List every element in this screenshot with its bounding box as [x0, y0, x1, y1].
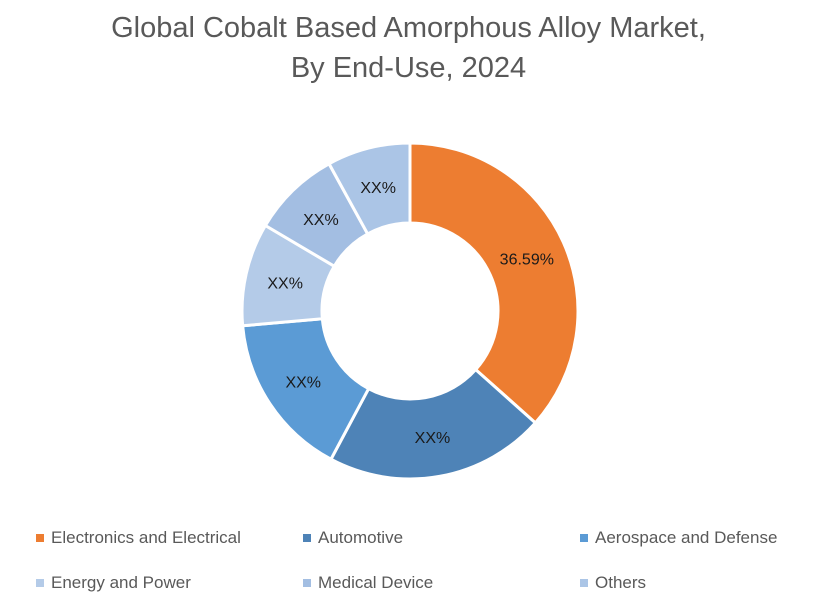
data-label: 36.59% — [500, 252, 554, 269]
data-label: XX% — [303, 212, 339, 229]
chart-subtitle: By End-Use, 2024 — [290, 52, 527, 84]
donut-slice-electronics-and-electrical — [408, 141, 580, 425]
data-label: XX% — [415, 430, 451, 447]
chart-title: Global Cobalt Based Amorphous Alloy Mark… — [0, 8, 817, 88]
donut-slice-others — [327, 141, 412, 236]
data-label: XX% — [360, 180, 396, 197]
donut-slice-automotive — [328, 367, 538, 481]
data-label: XX% — [285, 375, 321, 392]
data-label: XX% — [267, 276, 303, 293]
chart-title-line1: Global Cobalt Based Amorphous Alloy Mark… — [111, 12, 706, 44]
